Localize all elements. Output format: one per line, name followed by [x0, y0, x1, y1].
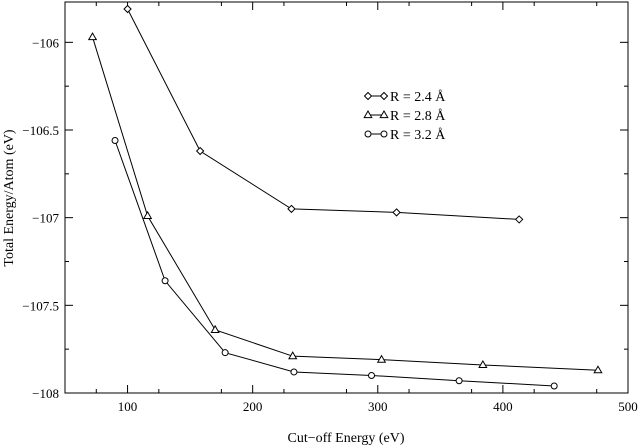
data-point-circle: [368, 371, 376, 379]
y-tick-label: −106.5: [22, 123, 59, 138]
series-line: [127, 8, 520, 220]
legend-label: R = 2.4 Å: [390, 89, 446, 105]
legend-label: R = 3.2 Å: [390, 127, 446, 143]
legend-marker-diamond: [379, 91, 389, 101]
data-point-triangle: [210, 324, 220, 333]
legend-marker-triangle: [379, 109, 389, 119]
data-point-circle: [290, 368, 298, 376]
data-point-triangle: [288, 351, 298, 360]
x-tick-label: 300: [368, 399, 388, 414]
legend-entry: R = 2.4 Å: [363, 89, 446, 105]
legend-marker-circle: [364, 130, 372, 138]
data-point-diamond: [514, 215, 524, 224]
y-tick-label: −107: [32, 211, 59, 226]
data-point-diamond: [287, 204, 296, 214]
series-2: [87, 32, 603, 374]
x-tick-label: 100: [118, 399, 138, 414]
data-point-circle: [111, 137, 119, 145]
y-axis-ticks: −106 −106.5 −107 −107.5 −108: [22, 35, 628, 401]
y-tick-label: −107.5: [22, 298, 59, 313]
data-point-triangle: [478, 359, 488, 369]
x-axis-label: Cut−off Energy (eV): [287, 431, 404, 446]
data-point-circle: [455, 377, 463, 385]
legend-label: R = 2.8 Å: [390, 108, 446, 124]
data-point-diamond: [392, 208, 401, 217]
x-axis-ticks: 100 200 300 400 500: [95, 2, 638, 414]
y-tick-label: −106: [32, 35, 59, 50]
legend-entry: R = 3.2 Å: [364, 127, 446, 143]
series-3: [111, 137, 558, 390]
data-point-diamond: [123, 4, 132, 14]
legend-marker-triangle: [363, 109, 373, 119]
legend: R = 2.4 Å R = 2.8 Å R = 3.2 Å: [363, 89, 446, 143]
data-point-circle: [161, 277, 169, 285]
data-point-diamond: [195, 146, 205, 156]
data-point-triangle: [593, 365, 603, 374]
series-layer: [87, 4, 603, 390]
legend-entry: R = 2.8 Å: [363, 108, 446, 124]
plot-frame: [64, 1, 629, 394]
data-point-triangle: [376, 354, 387, 363]
y-axis-label: Total Energy/Atom (eV): [2, 129, 17, 267]
x-tick-label: 500: [618, 399, 638, 414]
series-line: [92, 36, 598, 371]
legend-marker-circle: [380, 130, 388, 138]
y-tick-label: −108: [32, 386, 59, 401]
series-1: [123, 4, 524, 224]
series-line: [114, 140, 555, 387]
x-tick-label: 400: [493, 399, 513, 414]
x-tick-label: 200: [243, 399, 263, 414]
data-point-circle: [550, 382, 558, 390]
legend-marker-diamond: [363, 91, 373, 101]
data-point-circle: [221, 349, 229, 357]
data-point-triangle: [142, 210, 153, 220]
data-point-triangle: [87, 32, 98, 41]
